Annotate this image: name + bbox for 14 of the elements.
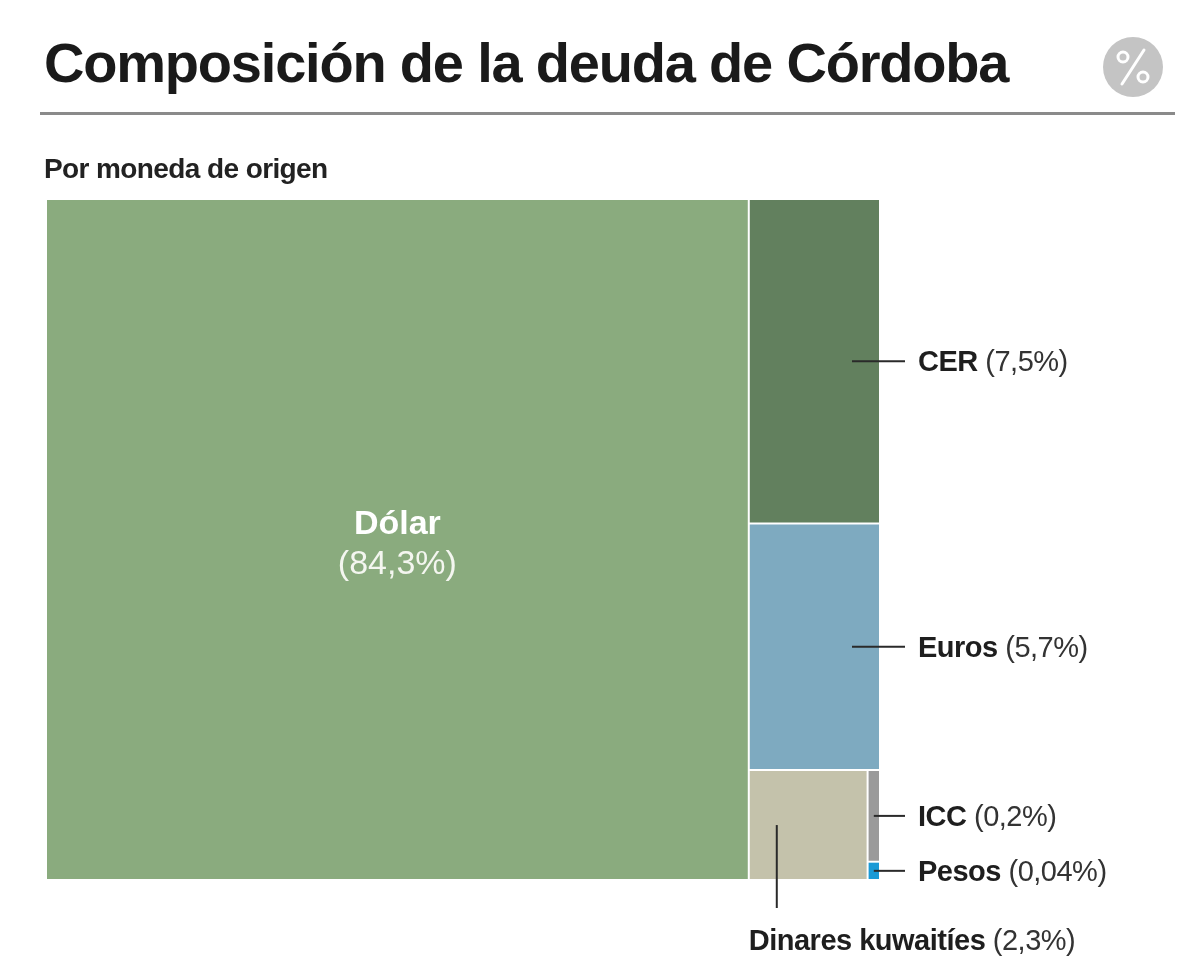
category-label: Pesos: [918, 854, 1001, 887]
category-label: Dinares kuwaitíes: [748, 924, 986, 956]
category-label: Euros: [918, 630, 998, 663]
data-label: (0,2%): [974, 799, 1057, 832]
data-label: (2,3%): [992, 924, 1076, 956]
data-label: (0,04%): [1008, 854, 1107, 887]
text: Por moneda de origen: [44, 153, 328, 184]
text: Composición de la deuda de Córdoba: [44, 31, 1011, 94]
data-label: (7,5%): [985, 345, 1068, 378]
category-label: ICC: [918, 799, 967, 832]
category-label: Dólar: [353, 502, 441, 541]
data-label: (5,7%): [1005, 630, 1088, 663]
category-label: CER: [918, 345, 979, 378]
data-label: (84,3%): [337, 542, 457, 581]
